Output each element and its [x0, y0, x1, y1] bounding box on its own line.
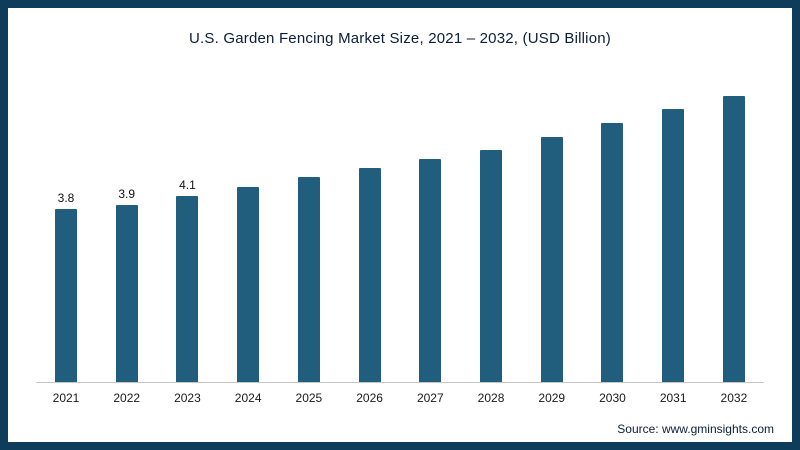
bar — [297, 177, 320, 382]
bar-column — [530, 119, 574, 382]
bar-value-label: 3.8 — [57, 191, 75, 205]
bar — [601, 123, 624, 382]
bar-column — [469, 132, 513, 382]
x-axis-tick-label: 2028 — [477, 391, 505, 405]
x-axis-tick-label: 2025 — [295, 391, 323, 405]
bar-column — [408, 141, 452, 382]
bar — [55, 209, 77, 382]
bar-column: 3.8 — [44, 191, 88, 382]
x-axis-tick-label: 2026 — [356, 391, 383, 405]
x-axis-tick-label: 2029 — [538, 391, 566, 405]
bar — [115, 205, 138, 382]
bar-value-label: 4.1 — [179, 178, 196, 192]
x-axis-tick-label: 2022 — [113, 391, 141, 405]
bar-column — [590, 105, 634, 382]
bar — [237, 187, 260, 382]
bar — [662, 109, 685, 382]
bar — [480, 150, 503, 382]
x-axis-tick-label: 2021 — [52, 391, 80, 405]
bar-column: 4.1 — [165, 178, 209, 382]
plot-area: 3.8 3.9 4.1 — [36, 78, 764, 383]
bar — [176, 196, 199, 382]
x-axis-tick-label: 2031 — [659, 391, 687, 405]
bar-chart: 3.8 3.9 4.1 2021 2022 2023 2024 2025 2026 2027 20… — [36, 78, 764, 405]
bar-column — [651, 91, 695, 382]
bar-column: 3.9 — [105, 187, 149, 382]
bar-column — [226, 169, 270, 382]
bar — [540, 137, 563, 382]
bar — [358, 168, 381, 382]
source-attribution: Source: www.gminsights.com — [617, 422, 774, 436]
bar — [419, 159, 442, 382]
x-axis-tick-label: 2023 — [174, 391, 201, 405]
bar — [722, 96, 745, 382]
x-axis-tick-label: 2032 — [720, 391, 748, 405]
bar-column — [712, 78, 756, 382]
bar-value-label: 3.9 — [118, 187, 136, 201]
x-axis-tick-label: 2030 — [599, 391, 626, 405]
x-axis: 2021 2022 2023 2024 2025 2026 2027 2028 2029 2030… — [36, 391, 764, 405]
x-axis-tick-label: 2024 — [234, 391, 262, 405]
x-axis-tick-label: 2027 — [416, 391, 444, 405]
chart-title: U.S. Garden Fencing Market Size, 2021 – … — [189, 30, 611, 47]
bar-column — [287, 159, 331, 382]
bar-column — [348, 150, 392, 382]
